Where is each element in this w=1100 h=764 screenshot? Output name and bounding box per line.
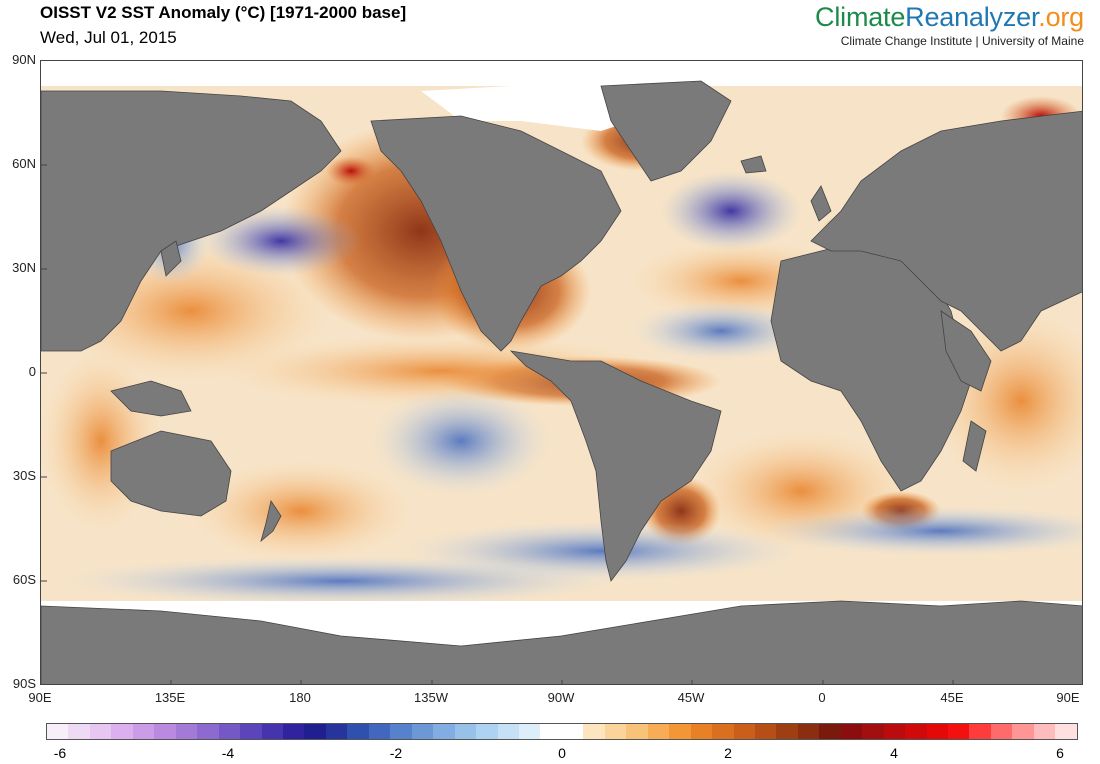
colorbar-swatch <box>990 724 1013 739</box>
colorbar-swatch <box>754 724 777 739</box>
lon-label-45e: 45E <box>940 690 964 705</box>
colorbar-swatch <box>411 724 434 739</box>
colorbar-swatch <box>347 724 369 739</box>
iceland <box>740 155 767 174</box>
greenland <box>600 80 732 182</box>
colorbar-swatch <box>390 724 412 739</box>
lon-label-90e-right: 90E <box>1056 690 1080 705</box>
colorbar-swatch <box>240 724 262 739</box>
colorbar-label-neg2: -2 <box>389 745 403 761</box>
colorbar-swatch <box>261 724 283 739</box>
colorbar-swatch <box>926 724 949 739</box>
eurasia-west <box>41 90 342 352</box>
colorbar-swatch <box>325 724 348 739</box>
colorbar-swatch <box>862 724 884 739</box>
brand-subtitle: Climate Change Institute | University of… <box>840 34 1084 48</box>
madagascar <box>962 420 987 472</box>
colorbar-swatch <box>669 724 691 739</box>
lat-label-90n: 90N <box>12 52 36 67</box>
colorbar-label-6: 6 <box>1056 745 1064 761</box>
colorbar-swatch <box>1012 724 1034 739</box>
colorbar-swatch <box>282 724 305 739</box>
colorbar-label-4: 4 <box>890 745 898 761</box>
colorbar-swatch <box>497 724 519 739</box>
frame-ticks <box>41 164 954 684</box>
colorbar-swatch <box>690 724 713 739</box>
colorbar-swatch <box>132 724 155 739</box>
brand-part-3: .org <box>1038 2 1084 32</box>
colorbar-swatch <box>218 724 241 739</box>
colorbar-swatch <box>797 724 820 739</box>
colorbar-swatch <box>733 724 755 739</box>
colorbar-swatch <box>476 724 498 739</box>
colorbar-swatch <box>776 724 798 739</box>
colorbar-swatch <box>583 724 605 739</box>
colorbar-swatch <box>561 724 584 739</box>
eurasia-east <box>810 110 1082 352</box>
australia <box>110 430 232 517</box>
colorbar-swatch <box>819 724 841 739</box>
india <box>940 310 992 392</box>
colorbar-swatch <box>47 724 69 739</box>
colorbar-swatch <box>197 724 219 739</box>
colorbar-swatch <box>518 724 541 739</box>
lon-label-0: 0 <box>818 690 826 705</box>
japan <box>160 240 182 277</box>
lon-label-45w: 45W <box>677 690 705 705</box>
colorbar-swatch <box>89 724 112 739</box>
colorbar-swatch <box>1055 724 1077 739</box>
colorbar-swatch <box>712 724 734 739</box>
lon-label-90w: 90W <box>547 690 575 705</box>
colorbar-swatch <box>304 724 326 739</box>
colorbar-swatch <box>626 724 648 739</box>
map-title: OISST V2 SST Anomaly (°C) [1971-2000 bas… <box>40 3 407 22</box>
colorbar-label-0: 0 <box>558 745 566 761</box>
sst-anomaly-map <box>40 60 1083 685</box>
colorbar-swatch <box>454 724 477 739</box>
colorbar-swatch <box>154 724 176 739</box>
colorbar <box>46 723 1078 740</box>
antarctica <box>41 600 1082 684</box>
lat-label-0: 0 <box>28 364 36 379</box>
new-zealand <box>260 500 282 543</box>
colorbar-swatch <box>433 724 455 739</box>
colorbar-swatch <box>175 724 198 739</box>
lon-label-135e: 135E <box>154 690 186 705</box>
colorbar-swatch <box>840 724 863 739</box>
colorbar-swatch <box>368 724 391 739</box>
indonesia <box>110 380 192 417</box>
lon-label-180: 180 <box>289 690 311 705</box>
colorbar-swatch <box>969 724 991 739</box>
south-america <box>509 350 722 582</box>
colorbar-swatch <box>540 724 562 739</box>
map-canvas <box>41 61 1082 684</box>
colorbar-swatch <box>1033 724 1056 739</box>
colorbar-swatch <box>905 724 927 739</box>
colorbar-swatch <box>604 724 627 739</box>
brand-logo[interactable]: ClimateReanalyzer.org <box>815 2 1084 33</box>
colorbar-swatch <box>883 724 906 739</box>
colorbar-label-2: 2 <box>724 745 732 761</box>
colorbar-swatch <box>68 724 90 739</box>
lat-label-60n: 60N <box>12 156 36 171</box>
lon-label-135w: 135W <box>414 690 448 705</box>
colorbar-label-neg6: -6 <box>53 745 67 761</box>
colorbar-swatch <box>111 724 133 739</box>
lat-label-60s: 60S <box>12 572 36 587</box>
lon-label-90e-left: 90E <box>28 690 52 705</box>
land-masses <box>41 80 1082 684</box>
north-america <box>370 115 622 352</box>
colorbar-label-neg4: -4 <box>221 745 235 761</box>
colorbar-swatch <box>647 724 670 739</box>
lat-label-30n: 30N <box>12 260 36 275</box>
brand-part-1: Climate <box>815 2 906 32</box>
map-date: Wed, Jul 01, 2015 <box>40 28 177 47</box>
uk <box>810 185 832 222</box>
lat-label-90s: 90S <box>12 676 36 691</box>
brand-part-2: Reanalyzer <box>905 2 1039 32</box>
colorbar-swatch <box>948 724 970 739</box>
lat-label-30s: 30S <box>12 468 36 483</box>
